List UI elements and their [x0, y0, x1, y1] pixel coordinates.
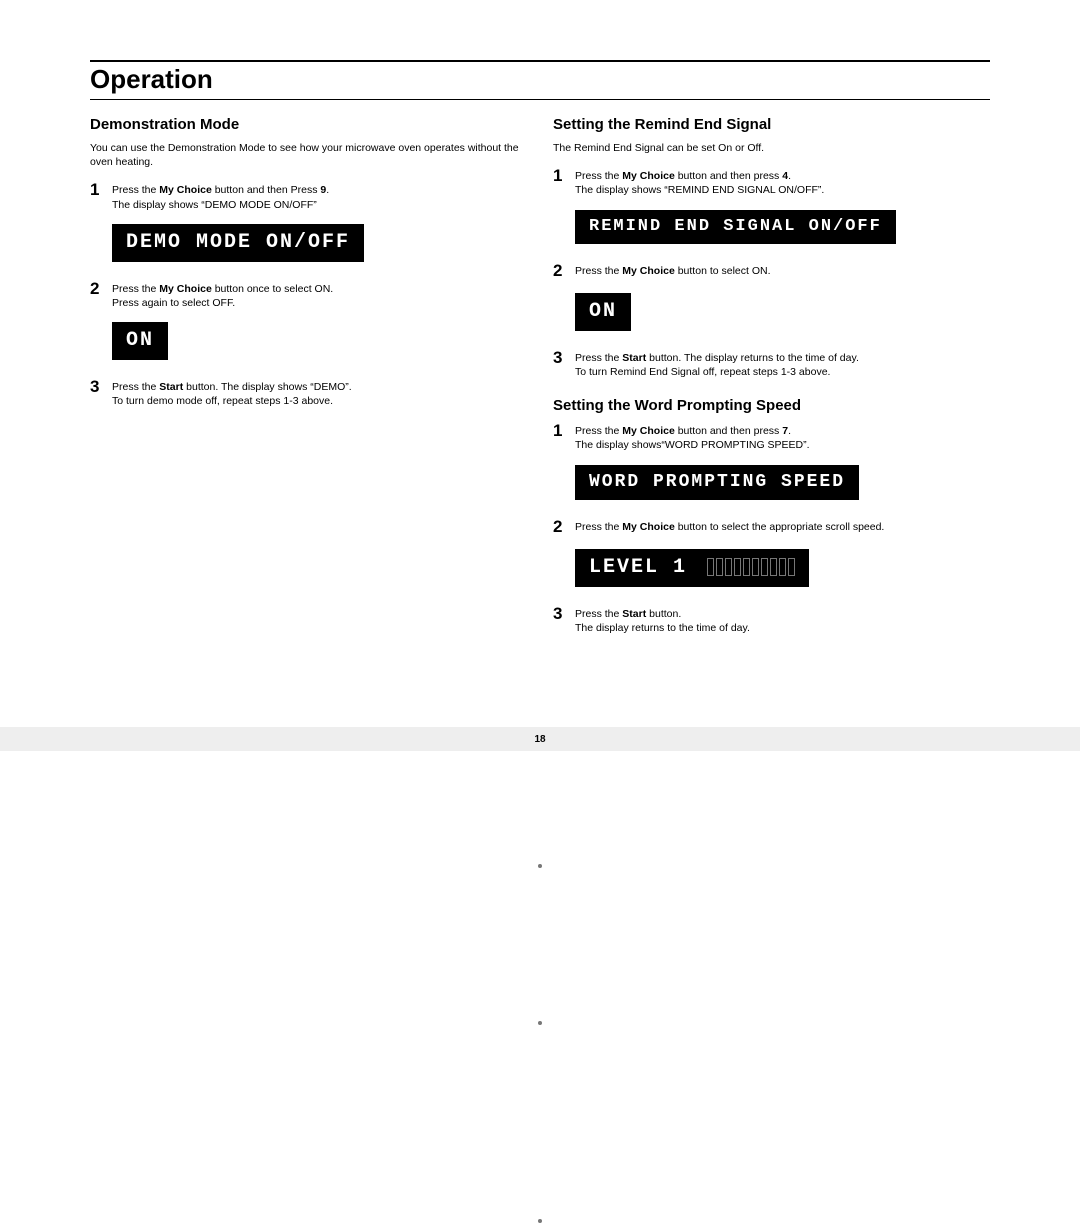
intro-demo: You can use the Demonstration Mode to se…: [90, 141, 527, 169]
footer-bar: 18: [0, 727, 1080, 751]
step: 1 Press the My Choice button and then pr…: [553, 167, 990, 197]
section-heading-speed: Setting the Word Prompting Speed: [553, 397, 990, 414]
step: 3 Press the Start button. The display re…: [553, 349, 990, 379]
step-text: Press the My Choice button and then Pres…: [112, 181, 329, 211]
step-number: 2: [553, 262, 575, 281]
step-text: Press the My Choice button to select ON.: [575, 262, 771, 278]
rule-top: [90, 60, 990, 62]
step: 2 Press the My Choice button to select O…: [553, 262, 990, 281]
page-title: Operation: [90, 64, 990, 95]
step-number: 3: [90, 378, 112, 397]
step: 1 Press the My Choice button and then pr…: [553, 422, 990, 452]
lcd-level-bars: [707, 558, 795, 576]
step-text: Press the Start button. The display show…: [112, 378, 352, 408]
lcd-display-on: ON: [112, 322, 168, 360]
section-heading-demo: Demonstration Mode: [90, 116, 527, 133]
step-number: 1: [90, 181, 112, 200]
step-number: 2: [90, 280, 112, 299]
page-number: 18: [534, 734, 545, 745]
step: 3 Press the Start button. The display sh…: [90, 378, 527, 408]
lcd-display-speed: WORD PROMPTING SPEED: [575, 465, 859, 501]
step-text: Press the My Choice button and then pres…: [575, 167, 824, 197]
intro-remind: The Remind End Signal can be set On or O…: [553, 141, 990, 155]
col-right: Setting the Remind End Signal The Remind…: [553, 110, 990, 639]
col-left: Demonstration Mode You can use the Demon…: [90, 110, 527, 639]
step: 2 Press the My Choice button once to sel…: [90, 280, 527, 310]
lcd-display-level: LEVEL 1: [575, 549, 809, 587]
step-text: Press the My Choice button and then pres…: [575, 422, 810, 452]
step-text: Press the My Choice button once to selec…: [112, 280, 333, 310]
lcd-display-on: ON: [575, 293, 631, 331]
step-number: 1: [553, 167, 575, 186]
step-text: Press the Start button. The display retu…: [575, 605, 750, 635]
lcd-display-remind: REMIND END SIGNAL ON/OFF: [575, 210, 896, 245]
step-text: Press the Start button. The display retu…: [575, 349, 859, 379]
step-number: 2: [553, 518, 575, 537]
step-number: 3: [553, 605, 575, 624]
step: 3 Press the Start button. The display re…: [553, 605, 990, 635]
step-number: 1: [553, 422, 575, 441]
lcd-display-demo-mode: DEMO MODE ON/OFF: [112, 224, 364, 262]
step-number: 3: [553, 349, 575, 368]
rule-mid: [90, 99, 990, 100]
step: 2 Press the My Choice button to select t…: [553, 518, 990, 537]
lcd-level-text: LEVEL 1: [589, 556, 687, 579]
step: 1 Press the My Choice button and then Pr…: [90, 181, 527, 211]
step-text: Press the My Choice button to select the…: [575, 518, 884, 534]
section-heading-remind: Setting the Remind End Signal: [553, 116, 990, 133]
